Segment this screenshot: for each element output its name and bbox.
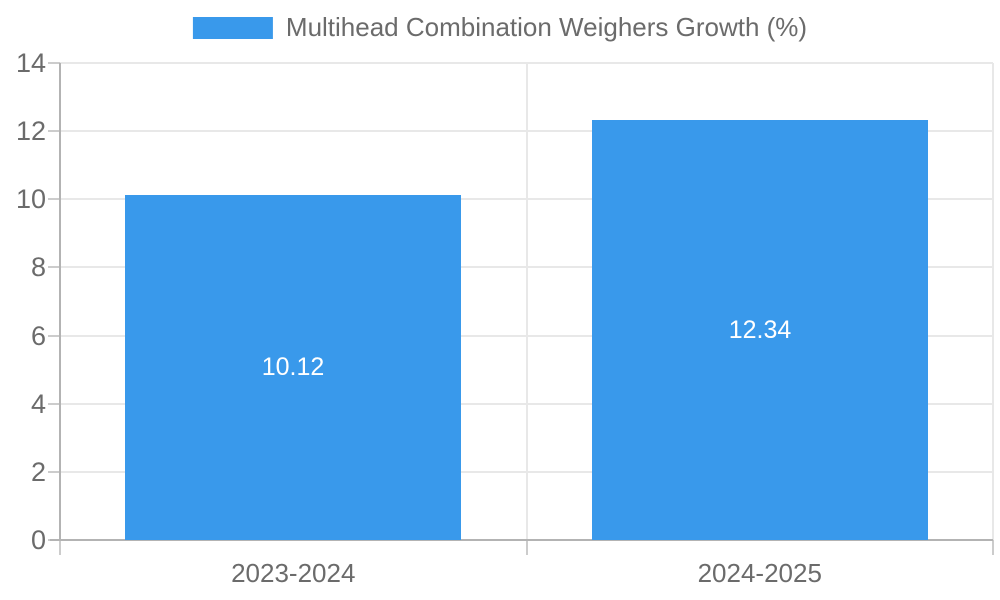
y-axis-tick-label: 12	[15, 116, 46, 147]
bar-value-label: 12.34	[728, 316, 792, 344]
legend-swatch	[192, 16, 273, 39]
x-axis-tick	[992, 540, 994, 555]
y-axis-tick	[48, 334, 60, 337]
bar[interactable]: 12.34	[592, 120, 928, 540]
y-axis-line	[59, 63, 61, 540]
y-axis-tick-label: 4	[30, 388, 46, 419]
chart-legend[interactable]: Multihead Combination Weighers Growth (%…	[192, 12, 808, 43]
x-axis-tick	[525, 540, 528, 555]
y-axis-tick	[48, 266, 60, 269]
y-axis-tick	[48, 130, 60, 133]
y-axis-tick	[48, 470, 60, 473]
x-axis-category-label: 2023-2024	[231, 558, 356, 588]
bar[interactable]: 10.12	[125, 195, 461, 540]
y-axis-tick-label: 10	[15, 184, 46, 215]
y-axis-tick-label: 2	[30, 456, 46, 487]
x-gridline	[525, 63, 528, 540]
x-axis-tick	[59, 540, 61, 555]
bar-value-label: 10.12	[261, 353, 325, 381]
legend-label: Multihead Combination Weighers Growth (%…	[285, 12, 808, 42]
y-axis-tick	[48, 62, 60, 64]
y-axis-tick	[48, 198, 60, 201]
y-axis-tick-label: 14	[15, 48, 46, 78]
y-axis-tick	[48, 402, 60, 405]
y-axis-tick-label: 0	[30, 525, 46, 555]
y-axis-tick-label: 8	[30, 252, 46, 283]
y-axis-tick-label: 6	[30, 320, 46, 351]
x-axis-line	[50, 539, 993, 541]
x-axis-category-label: 2024-2025	[697, 558, 822, 588]
x-gridline	[992, 63, 994, 540]
